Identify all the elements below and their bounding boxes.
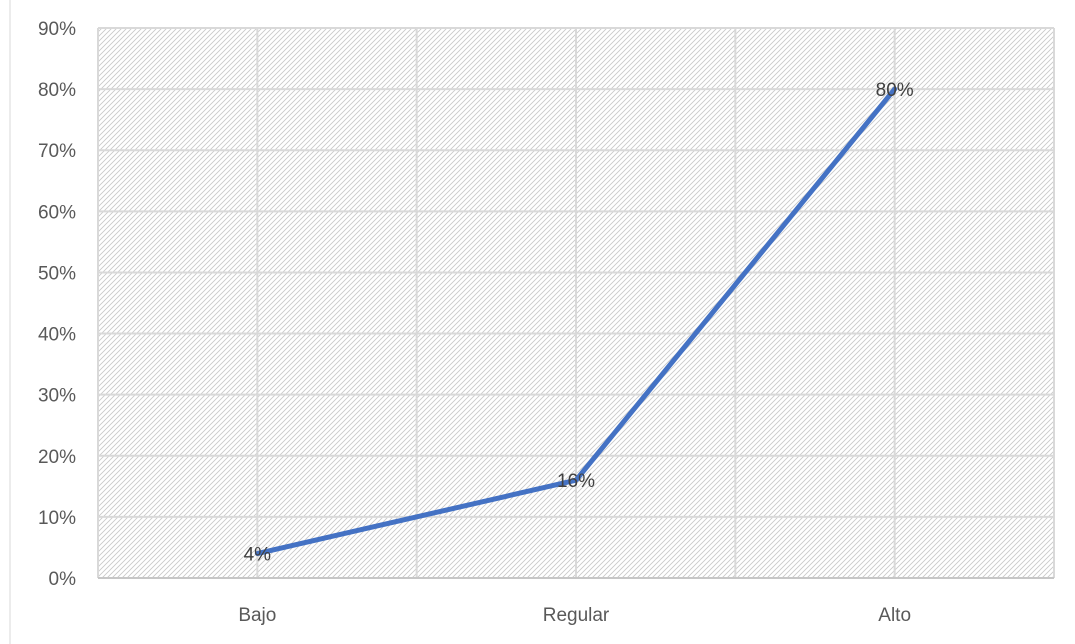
data-label: 80%	[876, 80, 914, 101]
x-tick-label: Regular	[543, 605, 610, 626]
y-tick-label: 60%	[38, 202, 76, 223]
data-labels: 4% 16% 80%	[244, 80, 914, 565]
y-tick-label: 40%	[38, 325, 76, 346]
series	[254, 86, 898, 557]
x-tick-label: Alto	[878, 605, 911, 626]
data-label: 16%	[557, 471, 595, 492]
y-tick-label: 10%	[38, 508, 76, 529]
data-label: 4%	[244, 545, 272, 566]
series-line	[254, 86, 898, 557]
y-tick-label: 70%	[38, 141, 76, 162]
y-tick-label: 90%	[38, 19, 76, 40]
y-tick-label: 20%	[38, 447, 76, 468]
axes: 0% 10% 20% 30% 40% 50% 60% 70% 80% 90% Bajo Regular…	[38, 19, 1054, 626]
y-tick-label: 30%	[38, 386, 76, 407]
y-tick-label: 50%	[38, 263, 76, 284]
x-tick-label: Bajo	[238, 605, 276, 626]
y-tick-label: 0%	[49, 569, 77, 590]
y-tick-label: 80%	[38, 80, 76, 101]
